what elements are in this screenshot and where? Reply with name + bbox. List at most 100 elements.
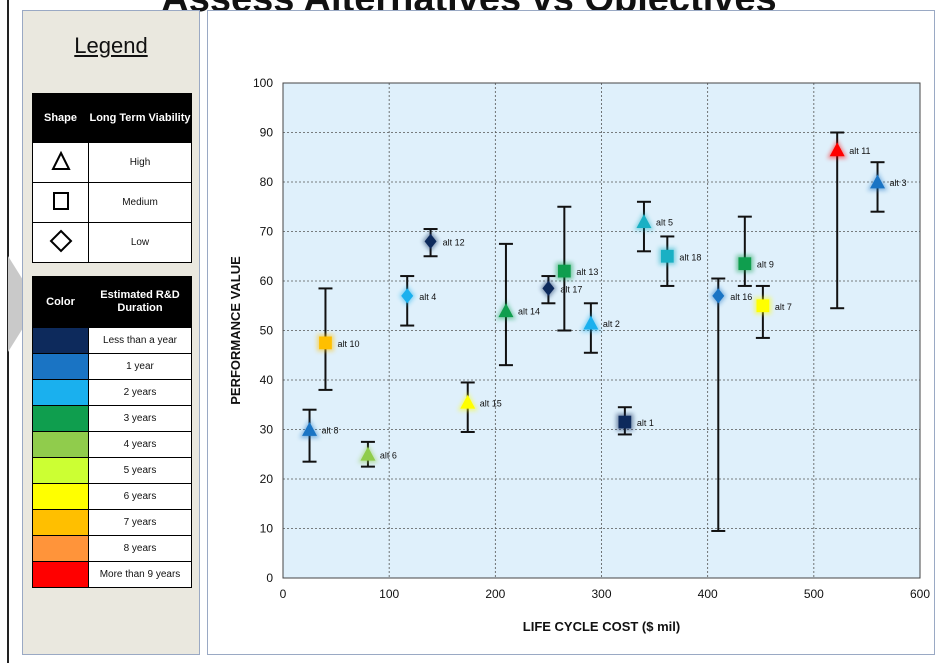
viability-header: Long Term Viability <box>88 93 192 143</box>
data-label: alt 8 <box>322 426 339 436</box>
table-row: 4 years <box>32 431 192 458</box>
duration-label: 7 years <box>88 509 192 536</box>
triangle-icon <box>32 142 89 183</box>
color-swatch <box>32 379 89 406</box>
color-legend-table: Color Estimated R&D Duration Less than a… <box>32 276 192 588</box>
data-point <box>401 288 414 304</box>
square-icon <box>32 182 89 223</box>
duration-label: 1 year <box>88 353 192 380</box>
x-tick-label: 500 <box>804 587 824 601</box>
x-tick-label: 200 <box>485 587 505 601</box>
table-row: High <box>32 142 192 183</box>
color-swatch <box>32 457 89 484</box>
y-tick-label: 70 <box>260 225 274 239</box>
color-swatch <box>32 483 89 510</box>
legend-panel: Legend Shape Long Term Viability High Me… <box>22 10 200 655</box>
duration-header: Estimated R&D Duration <box>88 276 192 328</box>
duration-label: 6 years <box>88 483 192 510</box>
data-point <box>498 303 514 318</box>
duration-label: 2 years <box>88 379 192 406</box>
data-point <box>319 336 332 350</box>
viability-label: Low <box>88 222 192 263</box>
data-label: alt 11 <box>849 146 870 156</box>
data-label: alt 3 <box>890 178 907 188</box>
diamond-icon <box>32 222 89 263</box>
table-row: Less than a year <box>32 327 192 354</box>
data-label: alt 9 <box>757 260 774 270</box>
data-label: alt 6 <box>380 450 397 460</box>
x-tick-label: 100 <box>379 587 399 601</box>
data-point <box>583 315 599 330</box>
table-row: 5 years <box>32 457 192 484</box>
y-tick-label: 30 <box>260 423 274 437</box>
y-tick-label: 60 <box>260 274 274 288</box>
data-point <box>660 249 674 263</box>
color-swatch <box>32 561 89 588</box>
y-axis-label: PERFORMANCE VALUE <box>228 256 243 405</box>
data-label: alt 16 <box>730 292 752 302</box>
viability-label: Medium <box>88 182 192 223</box>
shape-header: Shape <box>32 93 89 143</box>
duration-label: 3 years <box>88 405 192 432</box>
data-point <box>618 415 632 429</box>
y-tick-label: 80 <box>260 175 274 189</box>
data-label: alt 5 <box>656 218 673 228</box>
legend-title: Legend <box>74 33 148 58</box>
data-label: alt 17 <box>560 284 582 294</box>
y-tick-label: 10 <box>260 522 274 536</box>
duration-label: More than 9 years <box>88 561 192 588</box>
color-swatch <box>32 353 89 380</box>
table-row: 7 years <box>32 509 192 536</box>
y-tick-label: 20 <box>260 472 274 486</box>
color-swatch <box>32 327 89 354</box>
duration-label: 4 years <box>88 431 192 458</box>
x-tick-label: 600 <box>910 587 930 601</box>
y-tick-label: 50 <box>260 324 274 338</box>
data-point <box>460 394 476 409</box>
x-axis-label: LIFE CYCLE COST ($ mil) <box>523 619 680 634</box>
viability-label: High <box>88 142 192 183</box>
data-label: alt 2 <box>603 319 620 329</box>
x-tick-label: 300 <box>591 587 611 601</box>
data-point <box>829 142 845 157</box>
data-label: alt 12 <box>443 237 465 247</box>
data-point <box>870 174 886 189</box>
table-row: More than 9 years <box>32 561 192 588</box>
data-point <box>636 214 652 228</box>
x-tick-label: 0 <box>280 587 287 601</box>
data-point <box>360 446 376 461</box>
data-label: alt 15 <box>480 398 502 408</box>
table-row: 1 year <box>32 353 192 380</box>
data-label: alt 10 <box>337 339 359 349</box>
table-row: 6 years <box>32 483 192 510</box>
data-label: alt 4 <box>419 292 436 302</box>
color-swatch <box>32 535 89 562</box>
y-tick-label: 90 <box>260 126 274 140</box>
color-header: Color <box>32 276 89 328</box>
data-point <box>302 422 318 436</box>
scatter-chart: 0 10 20 30 40 50 60 70 80 90 100 0 100 200 300 400 500 60… <box>228 76 930 634</box>
y-tick-label: 40 <box>260 373 274 387</box>
table-row: 2 years <box>32 379 192 406</box>
duration-label: Less than a year <box>88 327 192 354</box>
table-row: 3 years <box>32 405 192 432</box>
shape-legend-table: Shape Long Term Viability High Medium Lo… <box>32 93 192 263</box>
data-label: alt 1 <box>637 418 654 428</box>
y-tick-label: 100 <box>253 76 273 90</box>
table-row: Low <box>32 222 192 263</box>
color-swatch <box>32 405 89 432</box>
duration-label: 5 years <box>88 457 192 484</box>
data-label: alt 13 <box>576 267 598 277</box>
data-point <box>542 280 555 296</box>
data-label: alt 18 <box>679 252 701 262</box>
data-point <box>557 264 571 278</box>
data-label: alt 14 <box>518 307 540 317</box>
data-point <box>712 288 725 304</box>
x-tick-label: 400 <box>698 587 718 601</box>
duration-label: 8 years <box>88 535 192 562</box>
data-point <box>756 299 770 313</box>
plot-border <box>282 82 921 579</box>
color-swatch <box>32 431 89 458</box>
data-point <box>424 233 437 249</box>
table-row: 8 years <box>32 535 192 562</box>
